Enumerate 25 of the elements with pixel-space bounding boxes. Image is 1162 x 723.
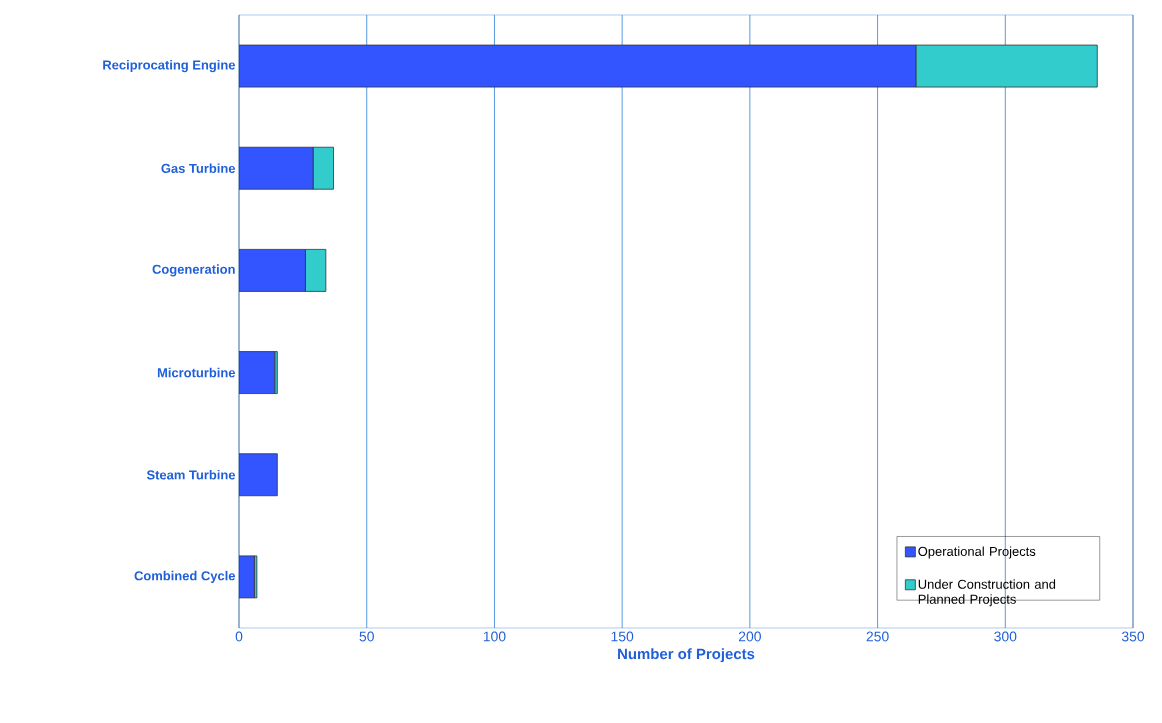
bar bbox=[239, 146, 314, 190]
bar bbox=[305, 249, 327, 292]
bar bbox=[239, 44, 917, 88]
legend-label: Operational Projects bbox=[918, 546, 1036, 559]
bar bbox=[274, 351, 278, 394]
x-tick-label: 100 bbox=[483, 631, 506, 642]
y-tick-label: Microturbine bbox=[157, 367, 236, 378]
x-tick-label: 250 bbox=[866, 631, 889, 642]
y-tick-label: Combined Cycle bbox=[134, 570, 236, 583]
x-axis-title: Number of Projects bbox=[618, 648, 755, 663]
bar bbox=[312, 146, 334, 190]
bar bbox=[239, 453, 278, 497]
x-tick-label: 150 bbox=[611, 631, 634, 642]
bar bbox=[239, 249, 306, 292]
x-tick-label: 300 bbox=[994, 631, 1017, 642]
y-tick-label: Reciprocating Engine bbox=[103, 59, 236, 73]
y-tick-label: Gas Turbine bbox=[161, 163, 236, 173]
x-tick-label: 50 bbox=[359, 631, 374, 642]
y-tick-label: Steam Turbine bbox=[146, 469, 236, 480]
bar bbox=[239, 351, 276, 394]
x-tick-label: 0 bbox=[235, 631, 243, 642]
legend-label: Under Construction and Planned Projects bbox=[918, 579, 1056, 607]
y-tick-label: Cogeneration bbox=[152, 264, 235, 277]
x-tick-label: 350 bbox=[1121, 631, 1145, 642]
x-tick-label: 200 bbox=[738, 631, 761, 642]
